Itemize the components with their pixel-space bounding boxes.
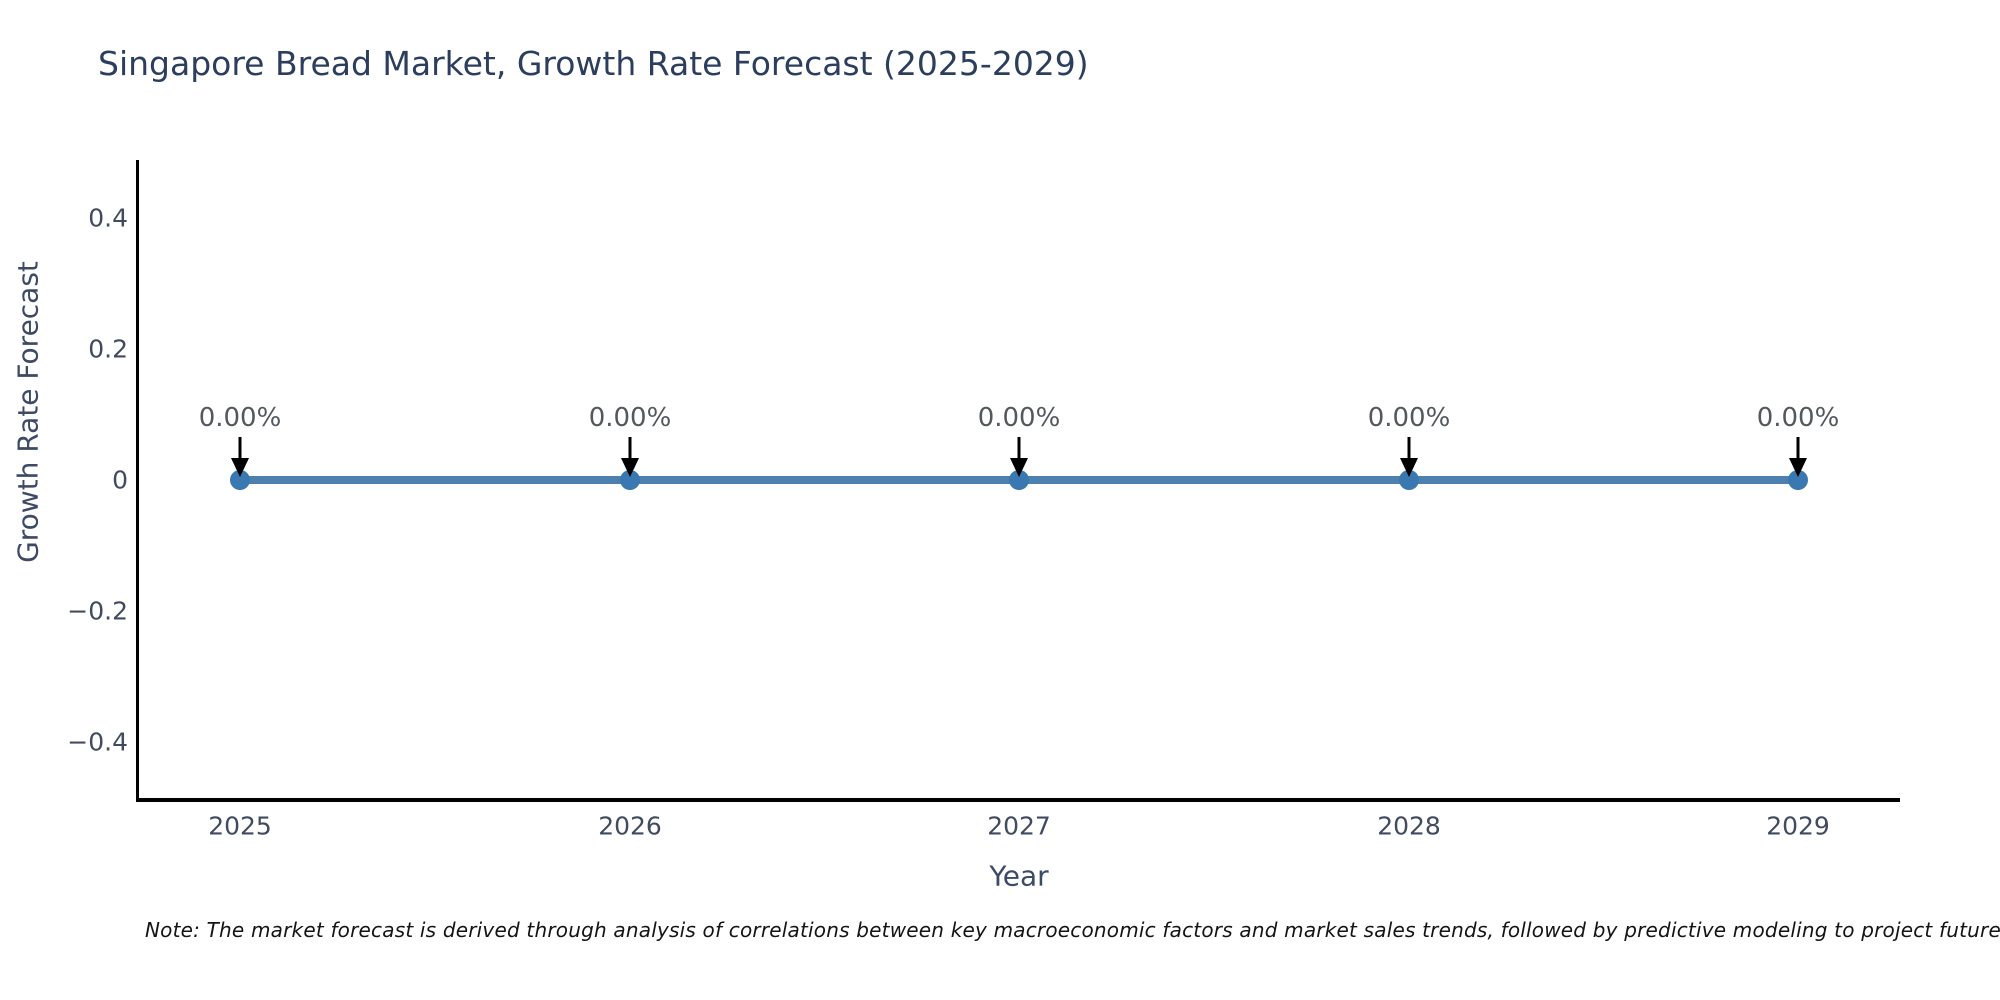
y-tick-label: 0.2 (88, 335, 128, 364)
y-tick-label: 0 (112, 466, 128, 495)
y-tick-label: −0.4 (67, 728, 128, 757)
data-point-marker (620, 470, 640, 490)
annotation-label: 0.00% (1757, 403, 1840, 433)
annotation-arrow (621, 437, 639, 477)
annotation-arrow (231, 437, 249, 477)
annotation-label: 0.00% (1368, 403, 1451, 433)
x-axis-line (136, 798, 1900, 802)
chart-title: Singapore Bread Market, Growth Rate Fore… (98, 44, 1089, 83)
data-point-marker (1009, 470, 1029, 490)
x-tick-label: 2028 (1377, 812, 1441, 841)
data-point-marker (1788, 470, 1808, 490)
footnote: Note: The market forecast is derived thr… (145, 918, 2000, 942)
y-tick-label: −0.2 (67, 597, 128, 626)
data-point-marker (230, 470, 250, 490)
annotation-label: 0.00% (199, 403, 282, 433)
annotation-arrow (1789, 437, 1807, 477)
x-axis-title: Year (988, 860, 1049, 893)
y-axis-title: Growth Rate Forecast (12, 261, 45, 563)
x-tick-label: 2026 (598, 812, 662, 841)
y-tick-label: 0.4 (88, 204, 128, 233)
data-point-marker (1399, 470, 1419, 490)
y-axis-line (136, 160, 139, 802)
annotation-label: 0.00% (978, 403, 1061, 433)
x-tick-label: 2029 (1766, 812, 1830, 841)
annotation-arrow (1400, 437, 1418, 477)
annotation-label: 0.00% (589, 403, 672, 433)
x-tick-label: 2027 (987, 812, 1051, 841)
x-tick-label: 2025 (208, 812, 272, 841)
annotation-arrow (1010, 437, 1028, 477)
